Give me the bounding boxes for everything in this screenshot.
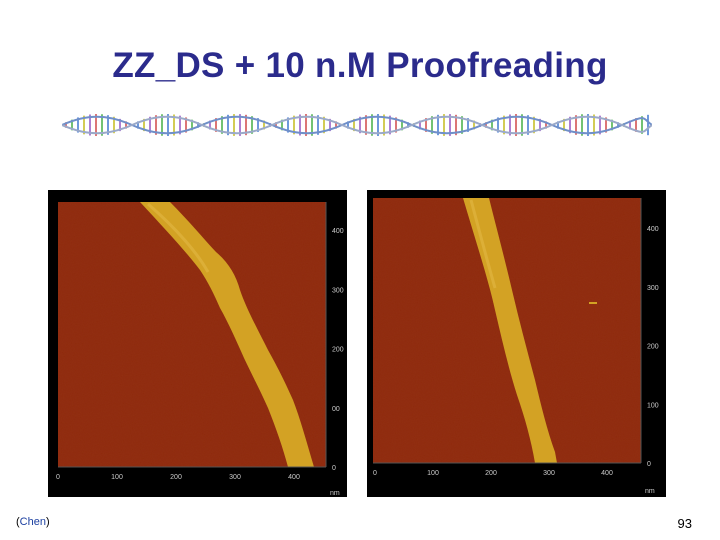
x-tick-label-3: 300 (543, 470, 555, 477)
y-tick-label-2: 200 (332, 347, 344, 354)
x-tick-label-1: 100 (111, 474, 123, 481)
dna-strand (463, 198, 557, 463)
x-tick-label-4: 400 (601, 470, 613, 477)
x-tick-label-4: 400 (288, 474, 300, 481)
y-tick-label-2: 200 (647, 344, 659, 351)
x-tick-label-0: 0 (56, 474, 60, 481)
y-tick-label-0: 400 (332, 228, 344, 235)
citation-name: Chen (19, 516, 46, 528)
y-tick-label-3: 100 (647, 402, 659, 409)
citation-close-paren: ) (45, 516, 50, 528)
x-tick-label-1: 100 (427, 470, 439, 477)
x-tick-label-3: 300 (229, 474, 241, 481)
citation: (Chen) (16, 516, 50, 528)
afm-image-left: 400 300 200 00 0 0 100 200 300 400 nm (48, 190, 347, 497)
y-tick-label-4: 0 (647, 461, 651, 468)
y-tick-label-1: 300 (647, 285, 659, 292)
citation-open-paren: ( (16, 516, 20, 528)
slide-title: ZZ_DS + 10 n.M Proofreading (112, 46, 608, 85)
y-tick-label-0: 400 (647, 226, 659, 233)
x-tick-label-2: 200 (485, 470, 497, 477)
x-tick-label-2: 200 (170, 474, 182, 481)
page-number: 93 (677, 516, 692, 531)
afm-image-right: 400 300 200 100 0 0 100 200 300 400 nm (367, 190, 666, 497)
y-tick-label-4: 0 (332, 465, 336, 472)
x-axis-unit: nm (330, 490, 340, 497)
dna-helix-decoration (62, 114, 652, 136)
x-tick-label-0: 0 (373, 470, 377, 477)
x-axis-unit: nm (645, 488, 655, 495)
y-tick-label-1: 300 (332, 287, 344, 294)
dna-strand (140, 202, 314, 467)
y-tick-label-3: 00 (332, 406, 340, 413)
